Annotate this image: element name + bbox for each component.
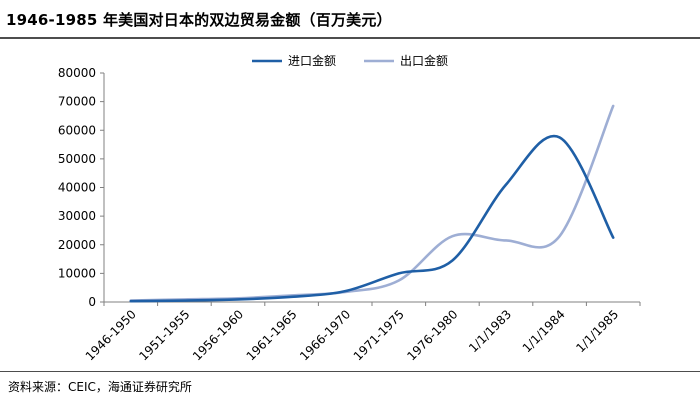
source-rule	[0, 371, 700, 372]
import-series-line	[129, 134, 615, 303]
y-tick-label: 0	[88, 295, 96, 309]
x-tick-label: 1961-1965	[244, 307, 300, 363]
chart-title: 1946-1985 年美国对日本的双边贸易金额（百万美元）	[6, 11, 392, 29]
source-note: 资料来源：CEIC，海通证券研究所	[8, 380, 192, 394]
x-axis-ticks: 1946-19501951-19551956-19601961-19651966…	[83, 302, 641, 363]
x-tick-label: 1/1/1983	[466, 307, 514, 355]
legend: 进口金额 出口金额	[252, 53, 448, 68]
export-series-line	[129, 104, 615, 302]
y-tick-label: 40000	[58, 181, 96, 195]
x-tick-label: 1956-1960	[190, 307, 246, 363]
x-tick-label: 1/1/1985	[573, 307, 621, 355]
x-tick-label: 1966-1970	[297, 307, 353, 363]
y-tick-label: 70000	[58, 95, 96, 109]
y-tick-label: 30000	[58, 209, 96, 223]
y-tick-label: 80000	[58, 66, 96, 80]
legend-label: 进口金额	[288, 53, 336, 68]
x-tick-label: 1946-1950	[83, 307, 139, 363]
y-tick-label: 60000	[58, 123, 96, 137]
series-lines	[129, 104, 615, 303]
y-tick-label: 20000	[58, 238, 96, 252]
x-tick-label: 1976-1980	[404, 307, 460, 363]
y-tick-label: 10000	[58, 266, 96, 280]
x-tick-label: 1/1/1984	[520, 307, 568, 355]
y-axis-ticks: 0 10000 20000 30000 40000 50000 60000 70000 8000…	[58, 66, 104, 309]
title-rule	[0, 37, 700, 39]
y-tick-label: 50000	[58, 152, 96, 166]
legend-label: 出口金额	[400, 53, 448, 68]
x-tick-label: 1971-1975	[351, 307, 407, 363]
x-tick-label: 1951-1955	[136, 307, 192, 363]
